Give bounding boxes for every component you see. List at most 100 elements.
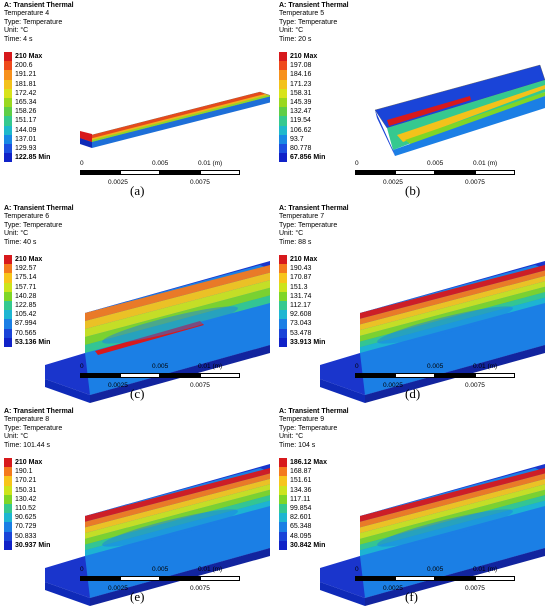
legend-entry: 165.34 xyxy=(4,97,50,108)
legend-entry: 99.854 xyxy=(279,503,327,514)
result-type: Type: Temperature xyxy=(279,18,338,26)
scale-segment xyxy=(160,170,200,175)
legend-entry: 112.17 xyxy=(279,300,325,311)
scale-segment xyxy=(395,170,435,175)
scale-segment xyxy=(80,373,120,378)
scale-segment xyxy=(120,373,160,378)
legend-swatch xyxy=(4,255,12,265)
result-unit: Unit: °C xyxy=(279,230,304,238)
analysis-title: A: Transient Thermal xyxy=(279,2,349,9)
legend-value: 210 Max xyxy=(15,53,43,61)
legend-entry: 122.85 xyxy=(4,300,50,311)
legend-value: 172.42 xyxy=(15,89,37,97)
scale-label: 0 xyxy=(80,566,84,573)
panel-header: A: Transient Thermal Temperature 6 Type: T… xyxy=(4,205,74,247)
legend-swatch xyxy=(4,153,12,163)
legend-value: 122.85 xyxy=(15,302,37,310)
legend-value: 70.565 xyxy=(15,329,37,337)
scale-label: 0.005 xyxy=(152,160,169,167)
scale-label: 0 xyxy=(355,363,359,370)
legend-entry: 172.42 xyxy=(4,88,50,98)
result-time: Time: 40 s xyxy=(4,238,37,246)
legend-swatch xyxy=(279,458,287,468)
legend-entry: 129.93 xyxy=(4,143,50,154)
legend-value: 157.71 xyxy=(15,283,37,291)
legend-value: 134.36 xyxy=(290,486,312,494)
legend-swatch xyxy=(279,291,287,301)
legend-swatch xyxy=(279,476,287,486)
scale-label: 0.0075 xyxy=(465,382,485,389)
panel-caption: (e) xyxy=(130,589,145,604)
legend-swatch xyxy=(279,513,287,523)
legend-value: 90.625 xyxy=(15,514,37,522)
legend-value: 70.729 xyxy=(15,523,37,531)
legend-entry: 65.348 xyxy=(279,522,327,532)
legend-value: 186.12 Max xyxy=(290,459,327,467)
legend-value: 165.34 xyxy=(15,99,37,107)
legend-swatch xyxy=(279,264,287,274)
result-unit: Unit: °C xyxy=(4,27,29,35)
legend-swatch xyxy=(279,531,287,541)
legend-value: 53.478 xyxy=(290,329,312,337)
legend-swatch xyxy=(4,522,12,532)
legend-entry: 105.42 xyxy=(4,310,50,320)
scale-bar: 0 0.005 0.01 (m) 0.0025 0.0075 xyxy=(355,160,525,190)
legend-value: 67.856 Min xyxy=(290,154,326,162)
scale-label: 0.01 (m) xyxy=(473,363,498,370)
legend-value: 170.87 xyxy=(290,274,312,282)
color-legend: 186.12 Max 168.87 151.61 134.36 117.11 99.854… xyxy=(279,458,327,550)
legend-value: 150.31 xyxy=(15,486,37,494)
legend-value: 112.17 xyxy=(290,302,311,310)
scale-label: 0.01 (m) xyxy=(198,160,223,167)
result-unit: Unit: °C xyxy=(4,230,29,238)
scale-bar: 0 0.005 0.01 (m) 0.0025 0.0075 xyxy=(80,566,250,596)
legend-value: 30.937 Min xyxy=(15,541,51,549)
legend-entry: 181.81 xyxy=(4,79,50,89)
legend-entry: 82.601 xyxy=(279,513,327,523)
legend-entry: 140.28 xyxy=(4,291,50,301)
legend-swatch xyxy=(4,540,12,550)
analysis-title: A: Transient Thermal xyxy=(279,205,349,212)
legend-value: 170.21 xyxy=(15,477,37,485)
legend-swatch xyxy=(4,273,12,283)
scale-label: 0.0025 xyxy=(108,585,128,592)
panel-header: A: Transient Thermal Temperature 7 Type: T… xyxy=(279,205,349,247)
legend-swatch xyxy=(4,143,12,154)
legend-swatch xyxy=(4,467,12,477)
fea-model xyxy=(320,464,545,606)
legend-value: 210 Max xyxy=(15,256,43,264)
legend-swatch xyxy=(4,291,12,301)
result-name: Temperature 4 xyxy=(4,10,50,18)
legend-entry: 92.608 xyxy=(279,310,325,320)
panel-header: A: Transient Thermal Temperature 4 Type: T… xyxy=(4,2,74,44)
result-name: Temperature 7 xyxy=(279,213,325,221)
legend-value: 137.01 xyxy=(15,135,37,143)
legend-swatch xyxy=(279,494,287,504)
legend-entry: 210 Max xyxy=(4,458,50,468)
legend-entry: 67.856 Min xyxy=(279,153,326,163)
legend-value: 158.31 xyxy=(290,89,312,97)
legend-value: 168.87 xyxy=(290,468,312,476)
scale-label: 0.0025 xyxy=(383,382,403,389)
model-view xyxy=(374,64,545,156)
legend-swatch xyxy=(279,328,287,338)
legend-entry: 131.74 xyxy=(279,291,325,301)
legend-value: 110.52 xyxy=(15,505,36,513)
legend-entry: 191.21 xyxy=(4,70,50,80)
legend-entry: 197.08 xyxy=(279,61,325,71)
legend-value: 132.47 xyxy=(290,108,312,116)
legend-entry: 171.23 xyxy=(279,79,325,89)
result-type: Type: Temperature xyxy=(4,18,63,26)
legend-value: 130.42 xyxy=(15,495,37,503)
legend-value: 210 Max xyxy=(290,256,318,264)
legend-entry: 30.937 Min xyxy=(4,540,51,550)
legend-swatch xyxy=(4,61,12,71)
legend-swatch xyxy=(4,319,12,329)
legend-value: 105.42 xyxy=(15,311,37,319)
legend-entry: 210 Max xyxy=(4,255,50,265)
legend-swatch xyxy=(4,52,12,62)
legend-value: 48.095 xyxy=(290,532,312,540)
analysis-title: A: Transient Thermal xyxy=(279,408,349,415)
legend-swatch xyxy=(4,88,12,98)
legend-swatch xyxy=(4,513,12,523)
